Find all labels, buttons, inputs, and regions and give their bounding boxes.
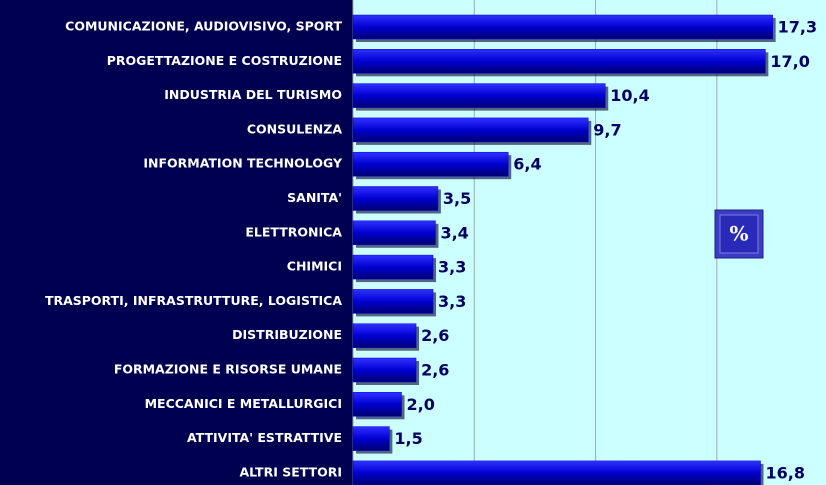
value-label: 3,3 bbox=[438, 258, 466, 277]
category-label: ELETTRONICA bbox=[245, 224, 342, 239]
value-label: 3,3 bbox=[438, 292, 466, 311]
bar bbox=[352, 254, 434, 280]
bar bbox=[352, 323, 417, 348]
value-label: 3,4 bbox=[440, 223, 468, 242]
bar bbox=[352, 392, 402, 417]
annotation-inner bbox=[719, 214, 759, 254]
value-label: 2,6 bbox=[421, 361, 449, 380]
value-label: 1,5 bbox=[394, 429, 422, 448]
category-label: INFORMATION TECHNOLOGY bbox=[143, 156, 343, 171]
value-label: 9,7 bbox=[593, 120, 621, 139]
value-label: 2,0 bbox=[407, 395, 435, 414]
bar bbox=[352, 460, 761, 485]
bar bbox=[352, 220, 436, 246]
bar bbox=[352, 14, 773, 40]
value-label: 17,0 bbox=[770, 52, 809, 71]
bar bbox=[352, 49, 766, 74]
category-label: DISTRIBUZIONE bbox=[232, 327, 342, 342]
bar bbox=[352, 289, 434, 314]
category-label: MECCANICI E METALLURGICI bbox=[145, 396, 342, 411]
bar bbox=[352, 426, 390, 451]
label-panel bbox=[0, 0, 353, 485]
value-label: 2,6 bbox=[421, 326, 449, 345]
category-label: COMUNICAZIONE, AUDIOVISIVO, SPORT bbox=[65, 19, 342, 34]
category-label: CONSULENZA bbox=[247, 121, 342, 136]
bar bbox=[352, 151, 509, 177]
bar bbox=[352, 357, 417, 383]
category-label: ATTIVITA' ESTRATTIVE bbox=[187, 430, 342, 445]
category-label: PROGETTAZIONE E COSTRUZIONE bbox=[107, 53, 342, 68]
value-label: 16,8 bbox=[766, 463, 805, 482]
value-label: 17,3 bbox=[778, 18, 817, 37]
bar bbox=[352, 117, 589, 143]
category-label: SANITA' bbox=[287, 190, 342, 205]
category-label: TRASPORTI, INFRASTRUTTURE, LOGISTICA bbox=[45, 293, 342, 308]
category-label: CHIMICI bbox=[287, 259, 342, 274]
value-label: 3,5 bbox=[443, 189, 471, 208]
category-label: INDUSTRIA DEL TURISMO bbox=[164, 87, 342, 102]
category-label: ALTRI SETTORI bbox=[239, 464, 342, 479]
value-label: 10,4 bbox=[610, 86, 649, 105]
category-label: FORMAZIONE E RISORSE UMANE bbox=[114, 362, 342, 377]
annotation: % bbox=[729, 222, 748, 246]
value-label: 6,4 bbox=[513, 155, 541, 174]
bar bbox=[352, 186, 439, 211]
bar bbox=[352, 83, 606, 108]
